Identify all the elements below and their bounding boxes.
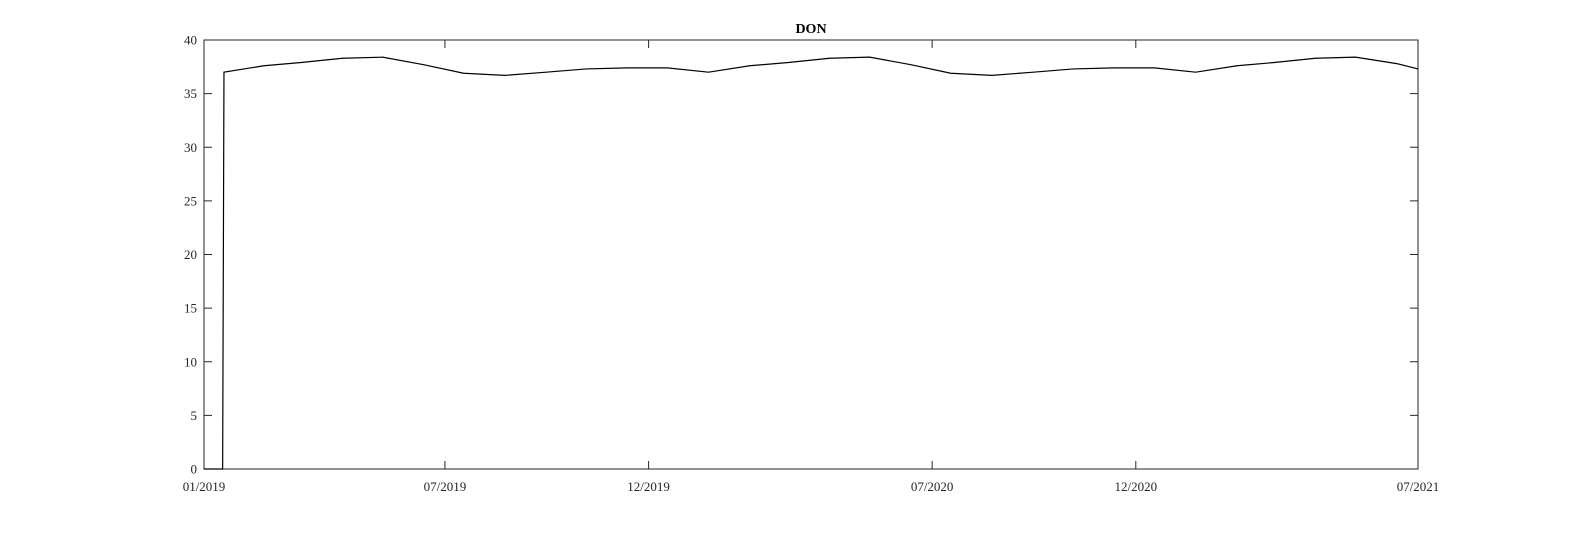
x-tick-label: 01/2019 [183, 479, 226, 494]
y-tick-label: 25 [184, 193, 197, 208]
chart-title: DON [795, 22, 826, 37]
x-tick-label: 07/2019 [424, 479, 467, 494]
y-tick-label: 20 [184, 247, 197, 262]
y-tick-label: 35 [184, 86, 197, 101]
y-axis: 0 5 10 15 20 25 30 35 40 [184, 33, 1418, 477]
x-tick-label: 12/2019 [627, 479, 670, 494]
y-tick-label: 40 [184, 33, 197, 48]
series-line [204, 56, 1419, 470]
y-tick-label: 0 [191, 462, 198, 477]
y-tick-label: 15 [184, 301, 197, 316]
x-axis: 01/2019 07/2019 12/2019 07/2020 12/2020 07/20… [183, 40, 1440, 494]
x-tick-label: 07/2020 [911, 479, 954, 494]
y-tick-label: 30 [184, 140, 197, 155]
x-tick-label: 12/2020 [1114, 479, 1157, 494]
y-tick-label: 10 [184, 354, 197, 369]
x-tick-label: 07/2021 [1397, 479, 1440, 494]
y-tick-label: 5 [191, 408, 198, 423]
plot-area-frame [203, 39, 1419, 470]
